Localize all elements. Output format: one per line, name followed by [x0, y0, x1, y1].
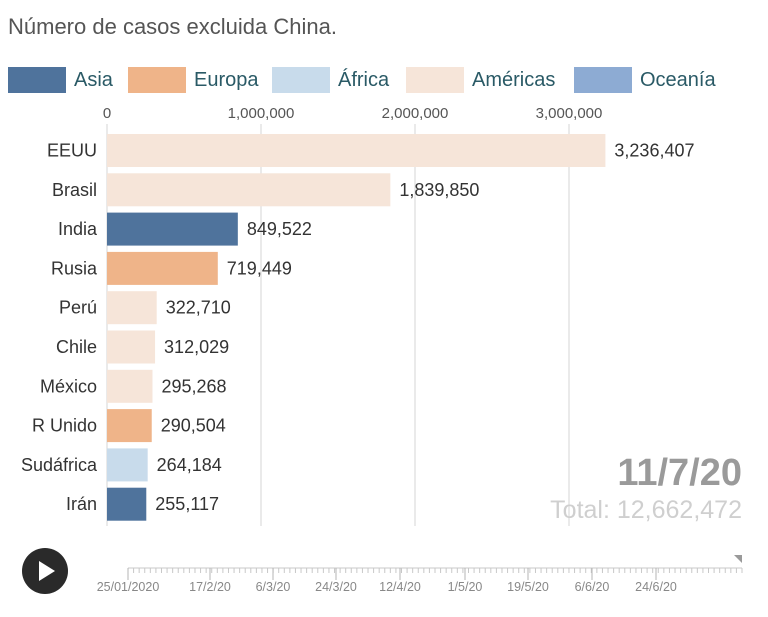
category-label: México — [40, 376, 97, 396]
timeline-slider[interactable]: 25/01/2020 17/2/20 6/3/20 24/3/20 12/4/20 1/5… — [0, 548, 768, 608]
x-tick-label: 2,000,000 — [382, 105, 449, 122]
category-label: India — [58, 219, 98, 239]
bar — [107, 291, 157, 325]
bar — [107, 448, 148, 482]
timeline-label: 17/2/20 — [189, 580, 231, 594]
category-label: R Unido — [32, 416, 97, 436]
data-label: 255,117 — [155, 494, 219, 514]
timeline-label: 24/6/20 — [635, 580, 677, 594]
legend-swatch-europa — [128, 67, 186, 93]
bar — [107, 134, 606, 167]
category-label: Perú — [59, 298, 97, 318]
bar — [107, 487, 147, 521]
bar — [107, 251, 218, 285]
timeline-label: 24/3/20 — [315, 580, 357, 594]
bar — [107, 212, 238, 246]
data-label: 295,268 — [161, 376, 226, 396]
play-icon — [39, 561, 55, 581]
legend-label-europa: Europa — [194, 69, 259, 91]
legend-label-africa: África — [338, 69, 390, 91]
data-label: 264,184 — [157, 455, 222, 475]
bar — [107, 173, 391, 207]
category-label: Rusia — [51, 258, 98, 278]
category-label: Chile — [56, 337, 97, 357]
data-label: 290,504 — [161, 416, 226, 436]
timeline-label: 12/4/20 — [379, 580, 421, 594]
bar-chart: 0 1,000,000 2,000,000 3,000,000 EEUU 3,236,40… — [21, 105, 694, 526]
category-label: Irán — [66, 494, 97, 514]
play-button[interactable] — [22, 548, 68, 594]
timeline-label: 1/5/20 — [448, 580, 483, 594]
legend-swatch-americas — [406, 67, 464, 93]
bar — [107, 369, 153, 403]
legend-label-americas: Américas — [472, 69, 556, 91]
x-tick-label: 3,000,000 — [536, 105, 603, 122]
total-label: Total: 12,662,472 — [550, 496, 742, 524]
bar — [107, 409, 152, 443]
data-label: 312,029 — [164, 337, 229, 357]
timeline-label: 25/01/2020 — [97, 580, 160, 594]
date-label: 11/7/20 — [617, 452, 742, 494]
legend-swatch-africa — [272, 67, 330, 93]
data-label: 3,236,407 — [614, 141, 694, 161]
timeline-handle — [734, 555, 742, 563]
data-label: 1,839,850 — [399, 180, 479, 200]
legend-label-asia: Asia — [74, 69, 113, 91]
bar — [107, 330, 156, 364]
x-tick-label: 1,000,000 — [228, 105, 295, 122]
category-label: Brasil — [52, 180, 97, 200]
category-label: Sudáfrica — [21, 455, 98, 475]
category-label: EEUU — [47, 141, 97, 161]
timeline-label: 6/6/20 — [575, 580, 610, 594]
timeline-label: 6/3/20 — [256, 580, 291, 594]
timeline-label: 19/5/20 — [507, 580, 549, 594]
data-label: 719,449 — [227, 258, 292, 278]
chart-title: Número de casos excluida China. — [8, 14, 337, 39]
legend-swatch-asia — [8, 67, 66, 93]
legend-swatch-oceania — [574, 67, 632, 93]
x-tick-label: 0 — [103, 105, 111, 122]
data-label: 849,522 — [247, 219, 312, 239]
legend-label-oceania: Oceanía — [640, 69, 716, 91]
data-label: 322,710 — [166, 298, 231, 318]
